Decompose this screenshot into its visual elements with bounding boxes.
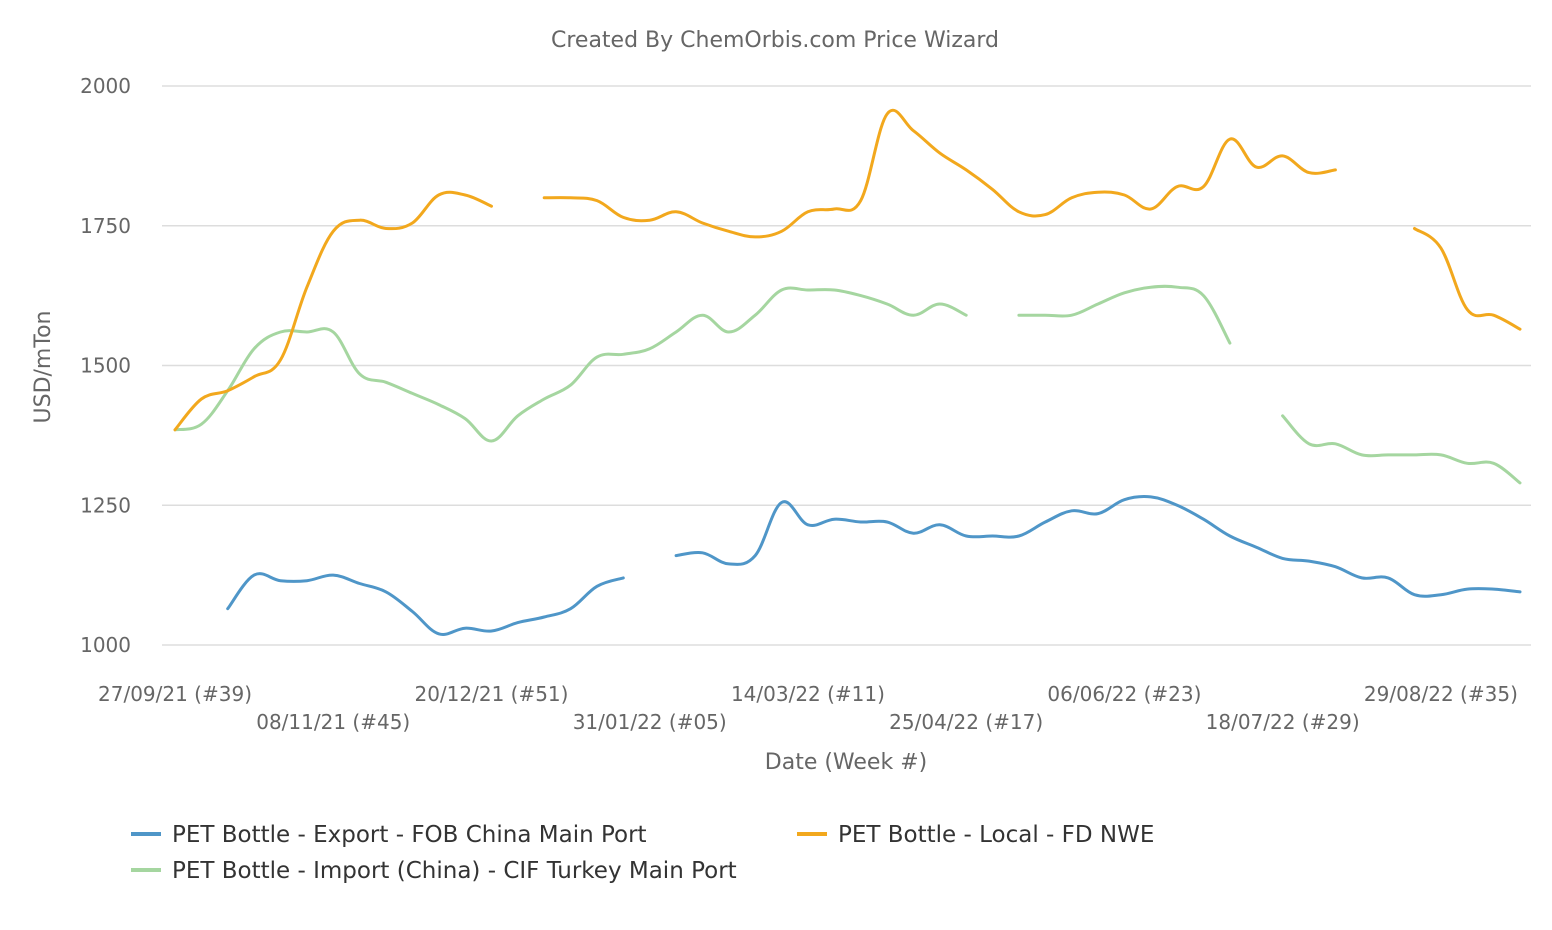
x-axis-ticks: 27/09/21 (#39)08/11/21 (#45)20/12/21 (#5… bbox=[98, 682, 1518, 734]
series-line-segment bbox=[1281, 414, 1522, 485]
x-tick-label: 18/07/22 (#29) bbox=[1206, 710, 1360, 734]
legend-label: PET Bottle - Export - FOB China Main Por… bbox=[172, 822, 647, 848]
series-line-segment bbox=[674, 494, 1522, 598]
x-axis-label: Date (Week #) bbox=[765, 750, 927, 775]
series-line-segment bbox=[1413, 227, 1522, 331]
x-tick-label: 20/12/21 (#51) bbox=[414, 682, 568, 706]
series-3 bbox=[173, 108, 1522, 432]
y-tick-label: 1250 bbox=[80, 493, 131, 517]
legend-label: PET Bottle - Import (China) - CIF Turkey… bbox=[172, 858, 737, 884]
y-axis-ticks: 1000 1250 1500 1750 2000 bbox=[80, 74, 131, 657]
legend-item[interactable]: PET Bottle - Local - FD NWE bbox=[797, 822, 1154, 848]
x-tick-label: 25/04/22 (#17) bbox=[889, 710, 1043, 734]
x-tick-label: 27/09/21 (#39) bbox=[98, 682, 252, 706]
grid-lines bbox=[162, 85, 1531, 646]
chart-title: Created By ChemOrbis.com Price Wizard bbox=[551, 28, 999, 53]
x-tick-label: 29/08/22 (#35) bbox=[1364, 682, 1518, 706]
legend-item[interactable]: PET Bottle - Import (China) - CIF Turkey… bbox=[131, 858, 737, 884]
x-tick-label: 14/03/22 (#11) bbox=[731, 682, 885, 706]
x-tick-label: 08/11/21 (#45) bbox=[256, 710, 410, 734]
legend-item[interactable]: PET Bottle - Export - FOB China Main Por… bbox=[131, 822, 647, 848]
series-line-segment bbox=[1017, 284, 1232, 345]
y-axis-label: USD/mTon bbox=[31, 311, 56, 424]
x-tick-label: 06/06/22 (#23) bbox=[1047, 682, 1201, 706]
series-line-segment bbox=[226, 572, 625, 636]
legend-label: PET Bottle - Local - FD NWE bbox=[838, 822, 1154, 848]
x-tick-label: 31/01/22 (#05) bbox=[573, 710, 727, 734]
series-lines bbox=[173, 108, 1522, 636]
y-tick-label: 1750 bbox=[80, 214, 131, 238]
y-tick-label: 1500 bbox=[80, 354, 131, 378]
series-2 bbox=[173, 284, 1522, 485]
series-line-segment bbox=[173, 190, 493, 432]
y-tick-label: 2000 bbox=[80, 74, 131, 98]
series-line-segment bbox=[173, 286, 968, 443]
legend: PET Bottle - Export - FOB China Main Por… bbox=[131, 822, 1154, 884]
y-tick-label: 1000 bbox=[80, 633, 131, 657]
series-line-segment bbox=[542, 108, 1337, 239]
series-1 bbox=[226, 494, 1522, 636]
